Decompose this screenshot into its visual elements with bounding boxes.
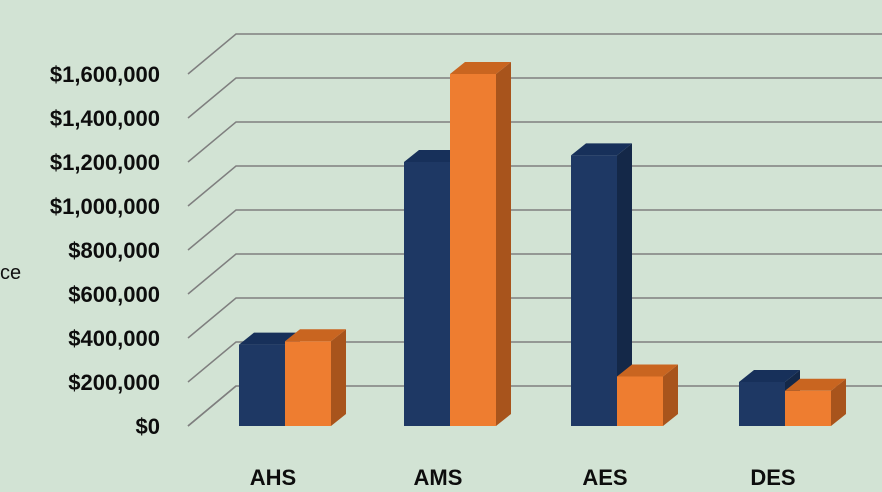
bar-ams-s2 bbox=[450, 74, 496, 426]
y-tick-label: $1,200,000 bbox=[50, 150, 160, 175]
x-category-label: AES bbox=[582, 465, 627, 490]
gridline bbox=[187, 77, 882, 119]
bar-side-aes-s2 bbox=[663, 364, 678, 426]
y-tick-label: $200,000 bbox=[68, 370, 160, 395]
bar-side-aes-s1 bbox=[617, 143, 632, 426]
bar-des-s2 bbox=[785, 390, 831, 426]
bar-top-des-s2 bbox=[785, 378, 846, 391]
gridline bbox=[187, 33, 882, 75]
gridline bbox=[187, 121, 882, 163]
bar-top-aes-s1 bbox=[571, 143, 632, 156]
y-tick-label: $800,000 bbox=[68, 238, 160, 263]
bar-ahs-s1 bbox=[239, 344, 285, 426]
x-category-label: DES bbox=[750, 465, 795, 490]
bar-aes-s2 bbox=[617, 376, 663, 426]
x-category-label: AHS bbox=[250, 465, 296, 490]
y-tick-label: $1,000,000 bbox=[50, 194, 160, 219]
gridline bbox=[187, 297, 882, 339]
gridline bbox=[187, 209, 882, 251]
bar-top-ams-s2 bbox=[450, 62, 511, 74]
bar-side-ahs-s2 bbox=[331, 329, 346, 426]
bar-ams-s1 bbox=[404, 162, 450, 426]
cropped-label-fragment: ce bbox=[0, 262, 22, 284]
bar-top-aes-s2 bbox=[617, 364, 678, 377]
gridline bbox=[187, 341, 882, 383]
bar-top-ahs-s2 bbox=[285, 329, 346, 342]
y-tick-label: $1,600,000 bbox=[50, 62, 160, 87]
bar-top-ams-s1 bbox=[404, 150, 465, 162]
y-tick-label: $0 bbox=[136, 414, 160, 439]
y-tick-label: $600,000 bbox=[68, 282, 160, 307]
y-tick-label: $400,000 bbox=[68, 326, 160, 351]
y-tick-label: $1,400,000 bbox=[50, 106, 160, 131]
gridline bbox=[187, 253, 882, 295]
x-category-label: AMS bbox=[414, 465, 463, 490]
bar-side-des-s2 bbox=[831, 378, 846, 426]
bar-des-s1 bbox=[739, 382, 785, 426]
bar-aes-s1 bbox=[571, 155, 617, 426]
bar-top-ahs-s1 bbox=[239, 332, 300, 345]
bar-side-ams-s2 bbox=[496, 62, 511, 426]
bar-ahs-s2 bbox=[285, 341, 331, 426]
gridline bbox=[187, 165, 882, 207]
bar-top-des-s1 bbox=[739, 370, 800, 382]
